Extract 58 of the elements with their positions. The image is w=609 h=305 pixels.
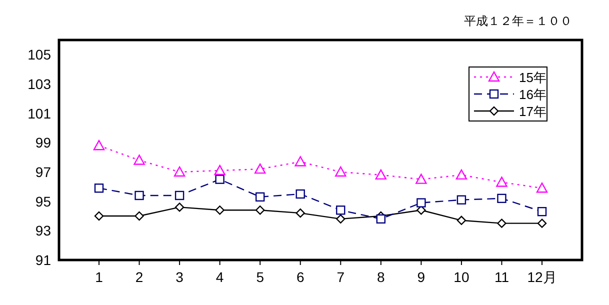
y-tick-label: 91 (35, 252, 52, 268)
x-tick-label: 7 (336, 269, 345, 285)
point (174, 202, 184, 212)
y-tick-label: 95 (35, 193, 52, 210)
point (294, 156, 306, 166)
point (336, 214, 346, 224)
point (134, 154, 145, 165)
point (335, 166, 346, 177)
legend-label: 15年 (519, 70, 546, 85)
point (496, 176, 508, 187)
point (255, 192, 265, 202)
point (456, 216, 466, 225)
point (254, 163, 266, 174)
point (497, 218, 506, 228)
y-tick-label: 105 (28, 46, 52, 63)
point (215, 206, 224, 215)
point (94, 211, 104, 221)
legend-label: 16年 (519, 87, 546, 102)
x-tick-label: 8 (377, 269, 386, 285)
point (456, 195, 466, 204)
point (134, 190, 144, 200)
point (416, 198, 426, 208)
x-tick-label: 5 (256, 269, 264, 285)
point (456, 169, 468, 180)
point (296, 208, 305, 218)
x-tick-label: 3 (176, 269, 184, 285)
point (93, 140, 105, 150)
y-tick-label: 101 (28, 105, 52, 122)
point (174, 166, 186, 177)
x-tick-label: 4 (216, 269, 224, 285)
text: 平成１２年＝１００ (464, 14, 572, 28)
point (94, 184, 104, 193)
point (537, 207, 547, 216)
point (536, 182, 548, 193)
x-tick-label: 9 (417, 269, 426, 285)
y-tick-label: 99 (35, 134, 52, 151)
y-tick-label: 97 (35, 164, 52, 180)
x-tick-label: 2 (135, 269, 144, 285)
x-tick-label: 1 (95, 269, 104, 285)
point (255, 206, 265, 215)
point (375, 169, 387, 180)
x-tick-label: 11 (494, 269, 510, 285)
point (336, 206, 346, 215)
x-tick-label: 6 (296, 269, 304, 285)
point (497, 194, 506, 203)
point (296, 189, 305, 199)
point (174, 190, 184, 200)
x-tick-label: 10 (454, 269, 470, 285)
point (416, 174, 427, 184)
point (214, 164, 226, 176)
y-tick-label: 93 (35, 222, 52, 239)
legend-label: 17年 (519, 104, 546, 119)
point (537, 218, 547, 228)
point (134, 211, 144, 221)
point (376, 214, 386, 224)
point (215, 174, 224, 184)
y-tick-label: 103 (28, 76, 52, 92)
x-tick-label: 12月 (527, 269, 557, 285)
